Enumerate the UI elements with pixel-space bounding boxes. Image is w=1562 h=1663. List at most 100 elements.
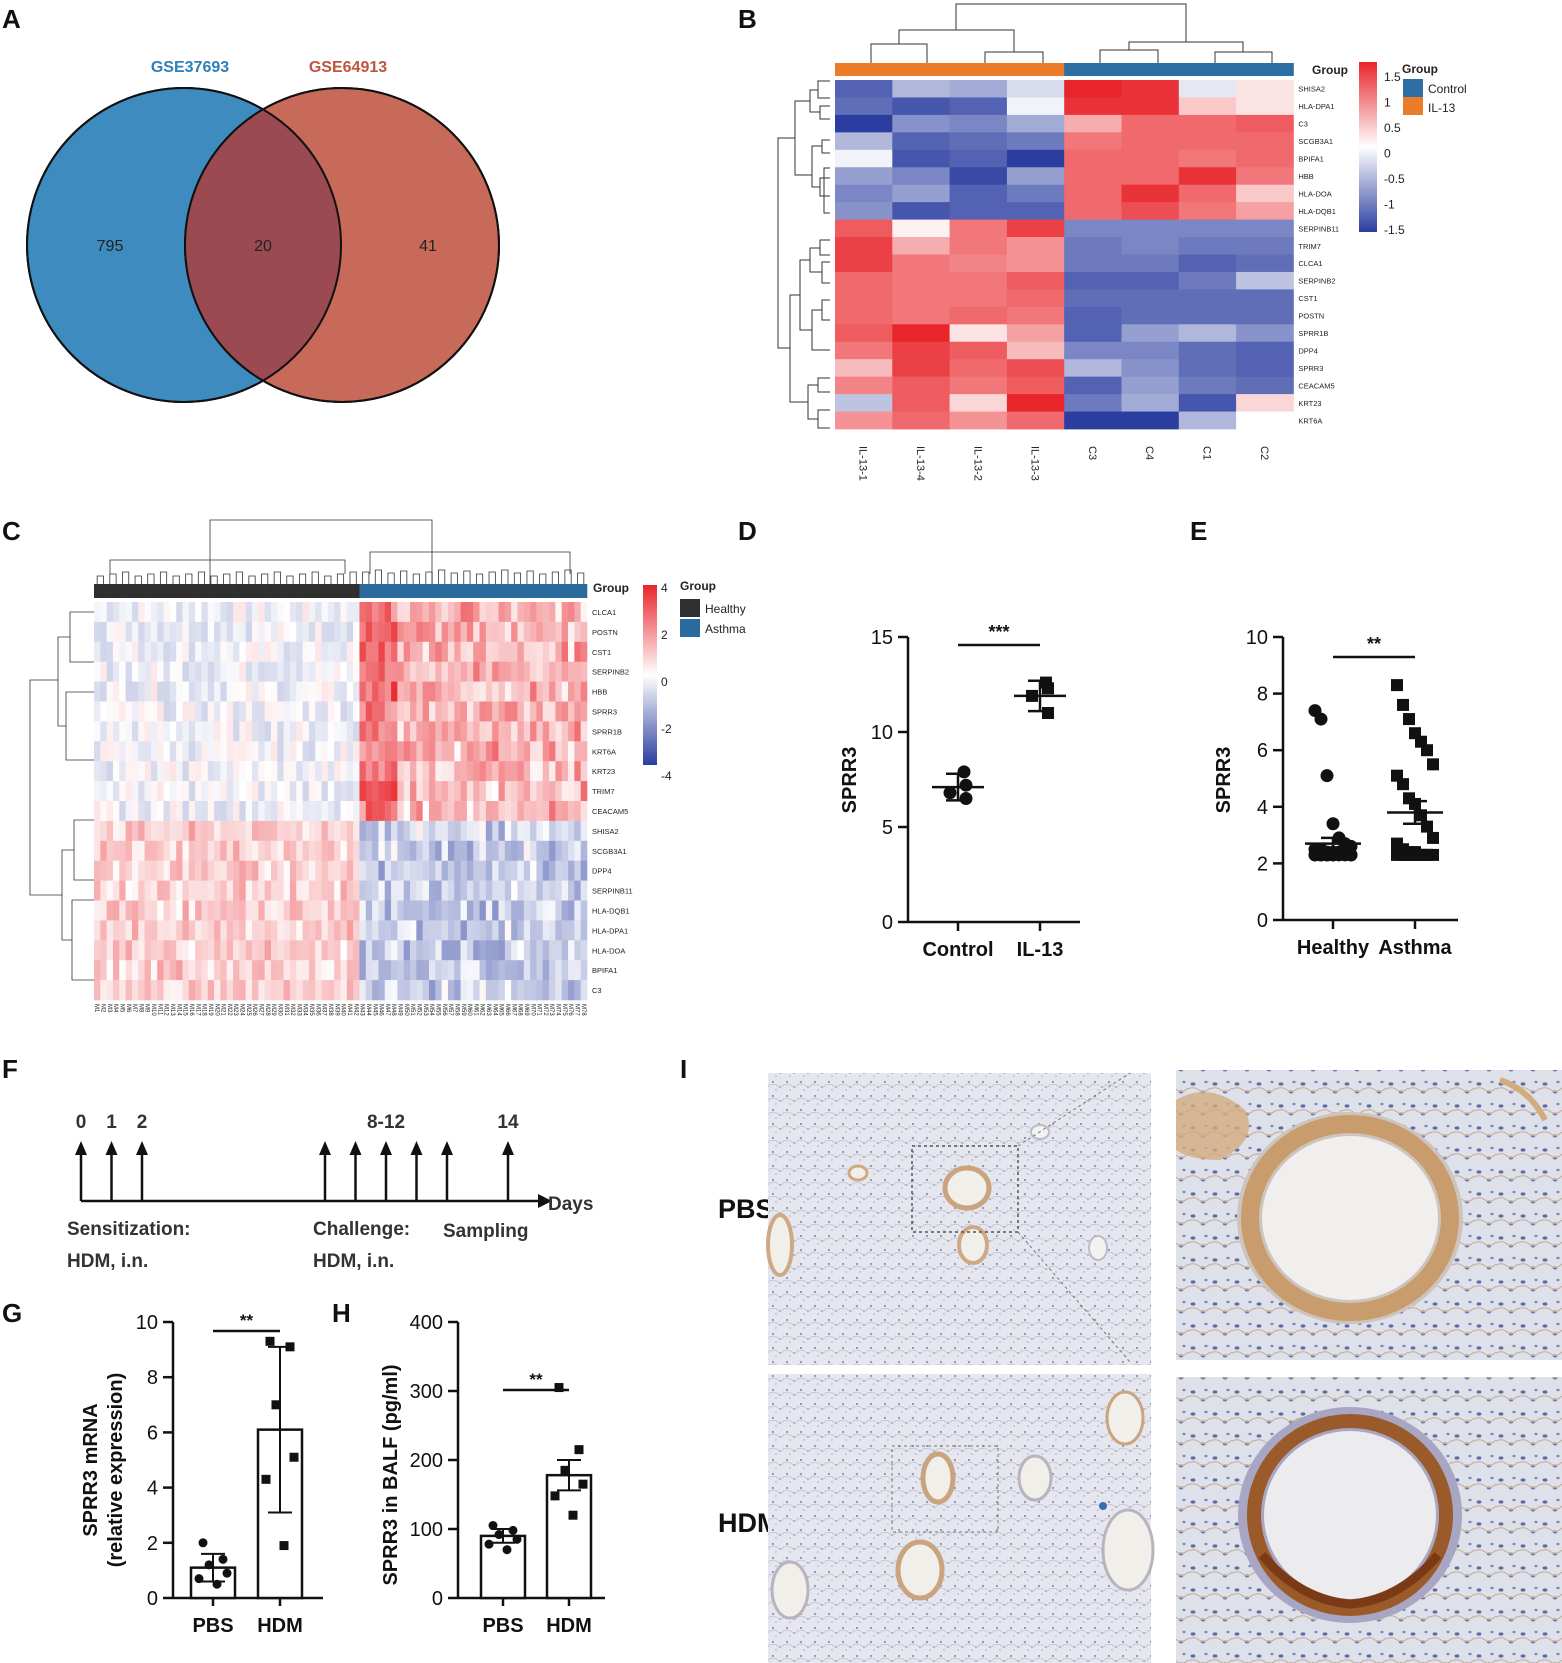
sample-label: M13 — [169, 1004, 175, 1016]
panel-label-b: B — [738, 4, 757, 34]
group-bar-cell — [359, 584, 367, 598]
heat-cell — [447, 840, 455, 861]
heat-cell — [252, 960, 259, 981]
heat-cell — [195, 840, 202, 861]
group-bar-cell — [416, 584, 423, 598]
sample-label: M70 — [529, 1004, 535, 1016]
heat-cell — [403, 920, 411, 941]
heat-cell — [252, 781, 259, 802]
heat-cell — [410, 940, 417, 961]
heat-cell — [201, 880, 209, 901]
heat-cell — [1236, 306, 1294, 325]
sample-label: M9 — [144, 1004, 150, 1013]
heat-cell — [245, 860, 253, 881]
heat-cell — [233, 721, 240, 742]
sample-label: M53 — [422, 1004, 428, 1016]
heat-cell — [296, 681, 303, 702]
heat-cell — [144, 880, 152, 901]
heat-cell — [1006, 97, 1065, 116]
heat-cell — [353, 920, 360, 941]
data-point — [488, 1521, 498, 1531]
heat-cell — [220, 920, 228, 941]
heat-cell — [435, 721, 442, 742]
heat-cell — [504, 860, 512, 881]
heat-cell — [270, 761, 278, 782]
heat-cell — [460, 880, 468, 901]
heat-cell — [144, 920, 152, 941]
heat-cell — [391, 900, 398, 921]
heat-cell — [359, 721, 367, 742]
heat-cell — [283, 741, 291, 762]
heat-cell — [220, 840, 228, 861]
heat-cell — [504, 920, 512, 941]
heat-cell — [530, 900, 537, 921]
gene-label: HLA-DPA1 — [592, 926, 628, 935]
group-bar-cell — [100, 584, 107, 598]
heat-cell — [131, 781, 139, 802]
heat-cell — [410, 621, 417, 643]
sample-label: M17 — [194, 1004, 200, 1016]
heat-cell — [226, 761, 234, 782]
heat-cell — [289, 641, 297, 662]
heat-cell — [195, 621, 202, 643]
heat-cell — [195, 900, 202, 921]
heat-cell — [321, 801, 329, 822]
heat-cell — [1064, 202, 1122, 220]
heat-cell — [220, 641, 228, 662]
heat-cell — [327, 681, 335, 702]
heat-cell — [561, 980, 569, 1001]
heat-cell — [492, 781, 499, 802]
heat-cell — [835, 411, 893, 430]
heat-cell — [498, 960, 506, 981]
heat-cell — [226, 681, 234, 702]
gene-label: CST1 — [592, 648, 611, 657]
panel-label-d: D — [738, 516, 757, 546]
group-bar-cell — [580, 584, 588, 598]
sample-label: M12 — [163, 1004, 169, 1016]
heat-cell — [283, 840, 291, 861]
heat-cell — [327, 980, 335, 1001]
heat-cell — [1178, 149, 1237, 168]
heat-cell — [207, 681, 215, 702]
heat-cell — [176, 602, 183, 623]
panel-label-h: H — [332, 1298, 351, 1328]
heat-cell — [188, 801, 196, 822]
heat-cell — [397, 781, 405, 802]
heat-cell — [479, 741, 487, 762]
heat-cell — [422, 840, 430, 861]
heat-cell — [365, 820, 373, 842]
heat-cell — [523, 960, 531, 981]
heat-cell — [182, 641, 190, 662]
heat-cell — [473, 741, 480, 762]
group-bar-cell — [176, 584, 183, 598]
heat-cell — [138, 960, 145, 981]
heat-cell — [1236, 359, 1294, 378]
heat-cell — [163, 701, 171, 722]
heat-cell — [334, 781, 341, 802]
panel-label-c: C — [2, 516, 21, 546]
heat-cell — [169, 621, 177, 643]
heat-cell — [169, 840, 177, 861]
sample-label: M60 — [466, 1004, 472, 1016]
heat-cell — [542, 920, 550, 941]
heat-cell — [365, 621, 373, 643]
heat-cell — [391, 681, 398, 702]
heat-cell — [498, 681, 506, 702]
heat-cell — [1064, 80, 1122, 98]
heat-cell — [94, 900, 101, 921]
dendrogram-branch — [349, 571, 357, 584]
heat-cell — [536, 761, 544, 782]
heat-cell — [201, 940, 209, 961]
heat-cell — [422, 701, 430, 722]
sample-label: M39 — [333, 1004, 339, 1016]
heat-cell — [372, 940, 379, 961]
heat-cell — [321, 721, 329, 742]
heat-cell — [397, 681, 405, 702]
data-point — [554, 1383, 564, 1393]
heat-cell — [555, 900, 563, 921]
heat-cell — [334, 920, 341, 941]
group-bar-cell — [435, 584, 442, 598]
heat-cell — [207, 940, 215, 961]
timeline-day-label: 1 — [106, 1112, 117, 1133]
heat-cell — [504, 801, 512, 822]
